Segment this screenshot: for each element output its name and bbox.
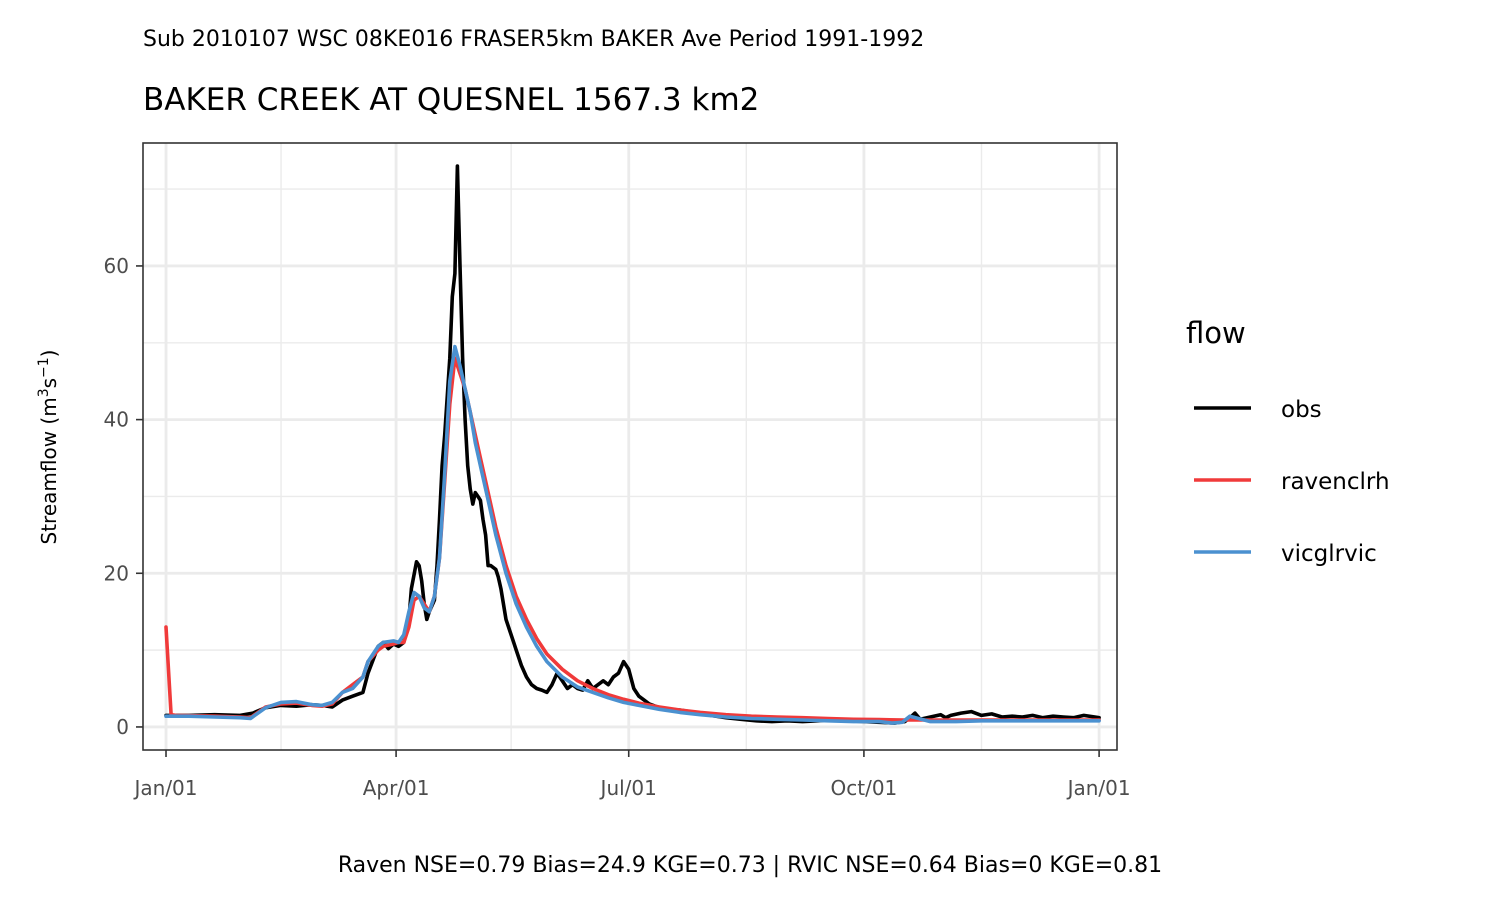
x-tick-label: Jul/01 <box>599 776 657 800</box>
chart-title: BAKER CREEK AT QUESNEL 1567.3 km2 <box>143 82 759 118</box>
chart-subtitle: Sub 2010107 WSC 08KE016 FRASER5km BAKER … <box>143 27 924 52</box>
x-tick-label: Oct/01 <box>831 776 898 800</box>
plot-area <box>142 142 1118 751</box>
chart-caption: Raven NSE=0.79 Bias=24.9 KGE=0.73 | RVIC… <box>338 853 1162 878</box>
legend-item-vicglrvic: vicglrvic <box>1194 541 1377 567</box>
legend-item-obs: obs <box>1194 397 1322 423</box>
legend-label: obs <box>1281 397 1322 423</box>
series-layer <box>164 164 1101 725</box>
grid-major <box>143 143 1117 750</box>
legend-label: vicglrvic <box>1281 541 1377 567</box>
plot-border <box>142 142 1118 751</box>
x-tick-label: Jan/01 <box>1066 776 1131 800</box>
series-line-vicglrvic <box>164 344 1101 725</box>
legend-label: ravenclrh <box>1281 469 1390 495</box>
y-tick-label: 20 <box>104 561 129 585</box>
y-tick-label: 60 <box>104 254 129 278</box>
legend-title: flow <box>1186 316 1246 350</box>
x-axis: Jan/01 Apr/01 Jul/01 Oct/01 Jan/01 <box>132 750 1131 800</box>
legend: flow obs ravenclrh vicglrvic <box>1186 316 1390 567</box>
y-axis-title: Streamflow (m3s−1) <box>36 350 61 545</box>
y-tick-label: 0 <box>116 715 129 739</box>
y-axis: 0 20 40 60 <box>104 254 143 739</box>
legend-item-ravenclrh: ravenclrh <box>1194 469 1390 495</box>
y-tick-label: 40 <box>104 408 129 432</box>
x-tick-label: Apr/01 <box>363 776 430 800</box>
x-tick-label: Jan/01 <box>132 776 197 800</box>
